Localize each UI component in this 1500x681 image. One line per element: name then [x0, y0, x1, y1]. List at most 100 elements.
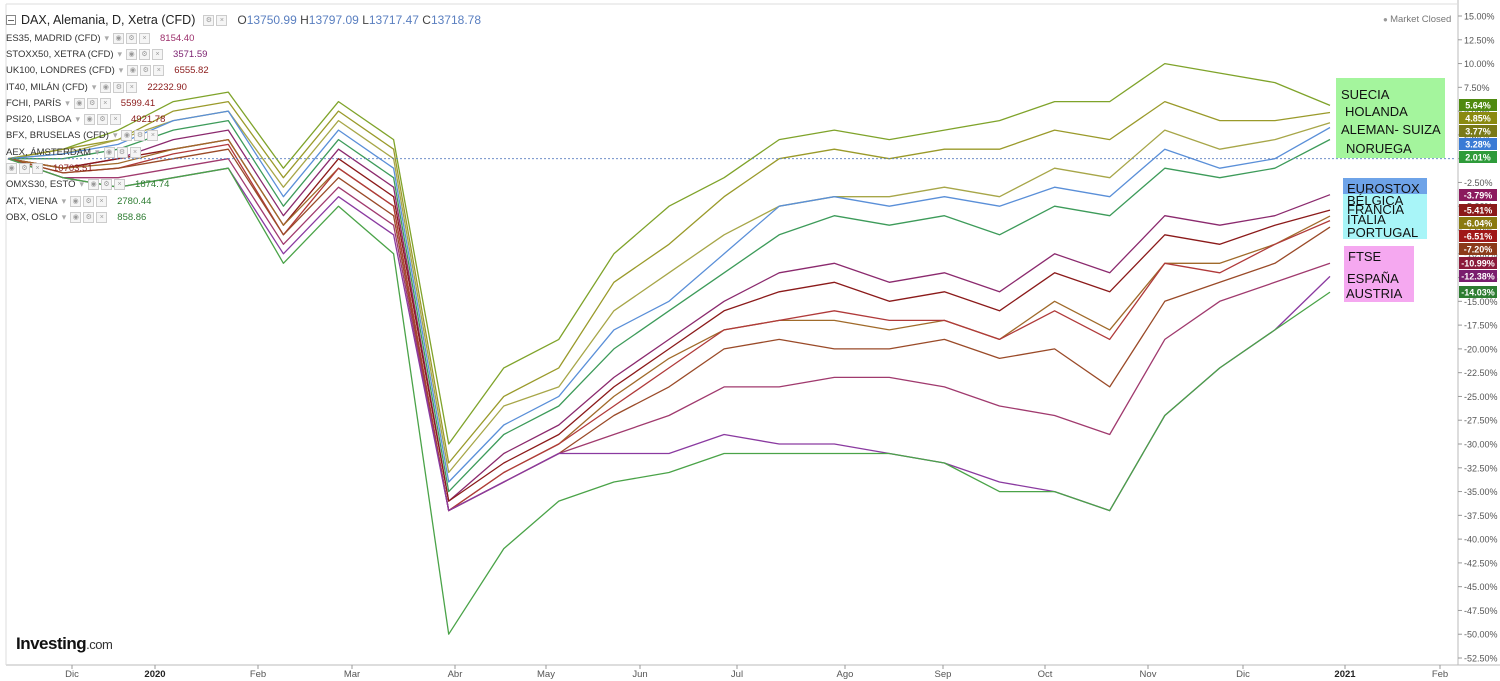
x-tick-label: Dic [1236, 669, 1250, 680]
settings-icon[interactable]: ⚙ [140, 65, 152, 77]
close-icon[interactable]: × [152, 48, 164, 60]
legend-symbol[interactable]: IT40, MILÁN (CFD) [6, 81, 88, 93]
eye-icon[interactable]: ◉ [73, 97, 85, 109]
eye-icon[interactable]: ◉ [6, 163, 17, 175]
x-tick-label: Dic [65, 669, 79, 680]
settings-icon[interactable]: ⚙ [134, 130, 146, 142]
settings-icon[interactable]: ⚙ [19, 163, 30, 175]
dropdown-caret-icon[interactable]: ▾ [61, 211, 67, 222]
legend-row[interactable]: ES35, MADRID (CFD) ▾ ◉ ⚙ × 8154.40 [6, 30, 481, 46]
y-tick-label: -32.50% [1464, 463, 1498, 473]
close-icon[interactable]: × [110, 114, 122, 126]
series-line-8 [7, 143, 1331, 512]
legend-row[interactable]: FCHI, PARÍS ▾ ◉ ⚙ × 5599.41 [6, 95, 481, 111]
close-icon[interactable]: × [114, 179, 126, 191]
legend-row[interactable]: OBX, OSLO ▾ ◉ ⚙ × 858.86 [6, 209, 481, 225]
close-icon[interactable]: × [216, 14, 228, 26]
annotation-label: PORTUGAL [1347, 225, 1419, 240]
dropdown-caret-icon[interactable]: ▾ [112, 130, 118, 141]
eye-icon[interactable]: ◉ [84, 114, 96, 126]
settings-icon[interactable]: ⚙ [83, 211, 95, 223]
legend-row[interactable]: OMXS30, ESTO ▾ ◉ ⚙ × 1874.74 [6, 177, 481, 193]
legend-row[interactable]: AEX, ÁMSTERDAM ▾ ◉ ⚙ × [6, 144, 481, 160]
legend-symbol[interactable]: ATX, VIENA [6, 195, 58, 207]
close-icon[interactable]: × [32, 163, 43, 175]
end-badge: 3.28% [1459, 138, 1497, 150]
legend-row[interactable]: ◉ ⚙ × 10703.51 [6, 160, 481, 176]
eye-icon[interactable]: ◉ [70, 195, 82, 207]
settings-icon[interactable]: ⚙ [116, 146, 128, 158]
dropdown-caret-icon[interactable]: ▾ [79, 179, 85, 190]
x-tick-label: Nov [1140, 669, 1157, 680]
legend-symbol[interactable]: FCHI, PARÍS [6, 97, 62, 109]
main-symbol[interactable]: DAX, Alemania, D, Xetra (CFD) [21, 13, 196, 27]
eye-icon[interactable]: ◉ [103, 146, 115, 158]
y-tick-label: -40.00% [1464, 535, 1498, 545]
end-value-badges: 5.64% 4.85% 3.77% 3.28% 2.01% -3.79% -5.41% -6.… [1459, 99, 1497, 298]
dropdown-caret-icon[interactable]: ▾ [104, 32, 110, 43]
legend-symbol[interactable]: OMXS30, ESTO [6, 179, 76, 191]
eye-icon[interactable]: ◉ [121, 130, 133, 142]
legend-symbol[interactable]: UK100, LONDRES (CFD) [6, 65, 115, 77]
y-tick-label: 5.00% [1464, 107, 1490, 117]
settings-icon[interactable]: ⚙ [113, 81, 125, 93]
eye-icon[interactable]: ◉ [127, 65, 139, 77]
legend-symbol[interactable]: BFX, BRUSELAS (CFD) [6, 130, 109, 142]
close-icon[interactable]: × [99, 97, 111, 109]
eye-icon[interactable]: ◉ [100, 81, 112, 93]
end-badge-bg [1459, 112, 1497, 124]
legend-row[interactable]: IT40, MILÁN (CFD) ▾ ◉ ⚙ × 22232.90 [6, 79, 481, 95]
settings-icon[interactable]: ⚙ [83, 195, 95, 207]
legend-symbol[interactable]: AEX, ÁMSTERDAM [6, 146, 91, 158]
legend-row[interactable]: ATX, VIENA ▾ ◉ ⚙ × 2780.44 [6, 193, 481, 209]
settings-icon[interactable]: ⚙ [101, 179, 113, 191]
legend-symbol[interactable]: OBX, OSLO [6, 211, 58, 223]
legend-value: 22232.90 [147, 81, 187, 93]
end-badge-label: -3.79% [1464, 191, 1493, 201]
x-tick-label: Feb [250, 669, 266, 680]
settings-icon[interactable]: ⚙ [126, 32, 138, 44]
close-icon[interactable]: × [139, 32, 151, 44]
eye-icon[interactable]: ◉ [126, 48, 138, 60]
annotation-label: ITALIA [1347, 212, 1386, 227]
legend-row[interactable]: PSI20, LISBOA ▾ ◉ ⚙ × 4921.78 [6, 111, 481, 127]
collapse-icon[interactable] [6, 15, 16, 25]
close-icon[interactable]: × [129, 146, 141, 158]
eye-icon[interactable]: ◉ [88, 179, 100, 191]
legend-row[interactable]: UK100, LONDRES (CFD) ▾ ◉ ⚙ × 6555.82 [6, 63, 481, 79]
dropdown-caret-icon[interactable]: ▾ [65, 97, 70, 108]
y-tick-label: -30.00% [1464, 440, 1498, 450]
settings-icon[interactable]: ⚙ [86, 97, 98, 109]
y-tick-label: -45.00% [1464, 582, 1498, 592]
legend-row[interactable]: STOXX50, XETRA (CFD) ▾ ◉ ⚙ × 3571.59 [6, 46, 481, 62]
close-icon[interactable]: × [147, 130, 159, 142]
annotation-label: BÉLGICA [1347, 193, 1404, 208]
y-tick-label: -17.50% [1464, 321, 1498, 331]
eye-icon[interactable]: ◉ [113, 32, 125, 44]
annotation-label: NORUEGA [1346, 141, 1412, 156]
eye-icon[interactable]: ◉ [70, 211, 82, 223]
close-icon[interactable]: × [96, 195, 108, 207]
legend-symbol[interactable]: PSI20, LISBOA [6, 114, 72, 126]
legend-symbol[interactable]: ES35, MADRID (CFD) [6, 32, 101, 44]
close-icon[interactable]: × [126, 81, 138, 93]
dropdown-caret-icon[interactable]: ▾ [95, 146, 100, 157]
dropdown-caret-icon[interactable]: ▾ [61, 195, 67, 206]
close-icon[interactable]: × [96, 211, 108, 223]
dropdown-caret-icon[interactable]: ▾ [75, 114, 81, 125]
main-symbol-row[interactable]: DAX, Alemania, D, Xetra (CFD) ⚙ × O13750… [6, 10, 481, 30]
settings-icon[interactable]: ⚙ [203, 14, 215, 26]
close-icon[interactable]: × [153, 65, 165, 77]
annotation-label: FRANCIA [1347, 202, 1405, 217]
dropdown-caret-icon[interactable]: ▾ [117, 48, 123, 59]
settings-icon[interactable]: ⚙ [139, 48, 151, 60]
end-badge: -14.03% [1459, 286, 1497, 298]
legend-symbol[interactable]: STOXX50, XETRA (CFD) [6, 48, 114, 60]
dropdown-caret-icon[interactable]: ▾ [91, 81, 97, 92]
dropdown-caret-icon[interactable]: ▾ [118, 65, 124, 76]
series-line-1 [7, 100, 1331, 464]
legend-row[interactable]: BFX, BRUSELAS (CFD) ▾ ◉ ⚙ × [6, 128, 481, 144]
settings-icon[interactable]: ⚙ [97, 114, 109, 126]
